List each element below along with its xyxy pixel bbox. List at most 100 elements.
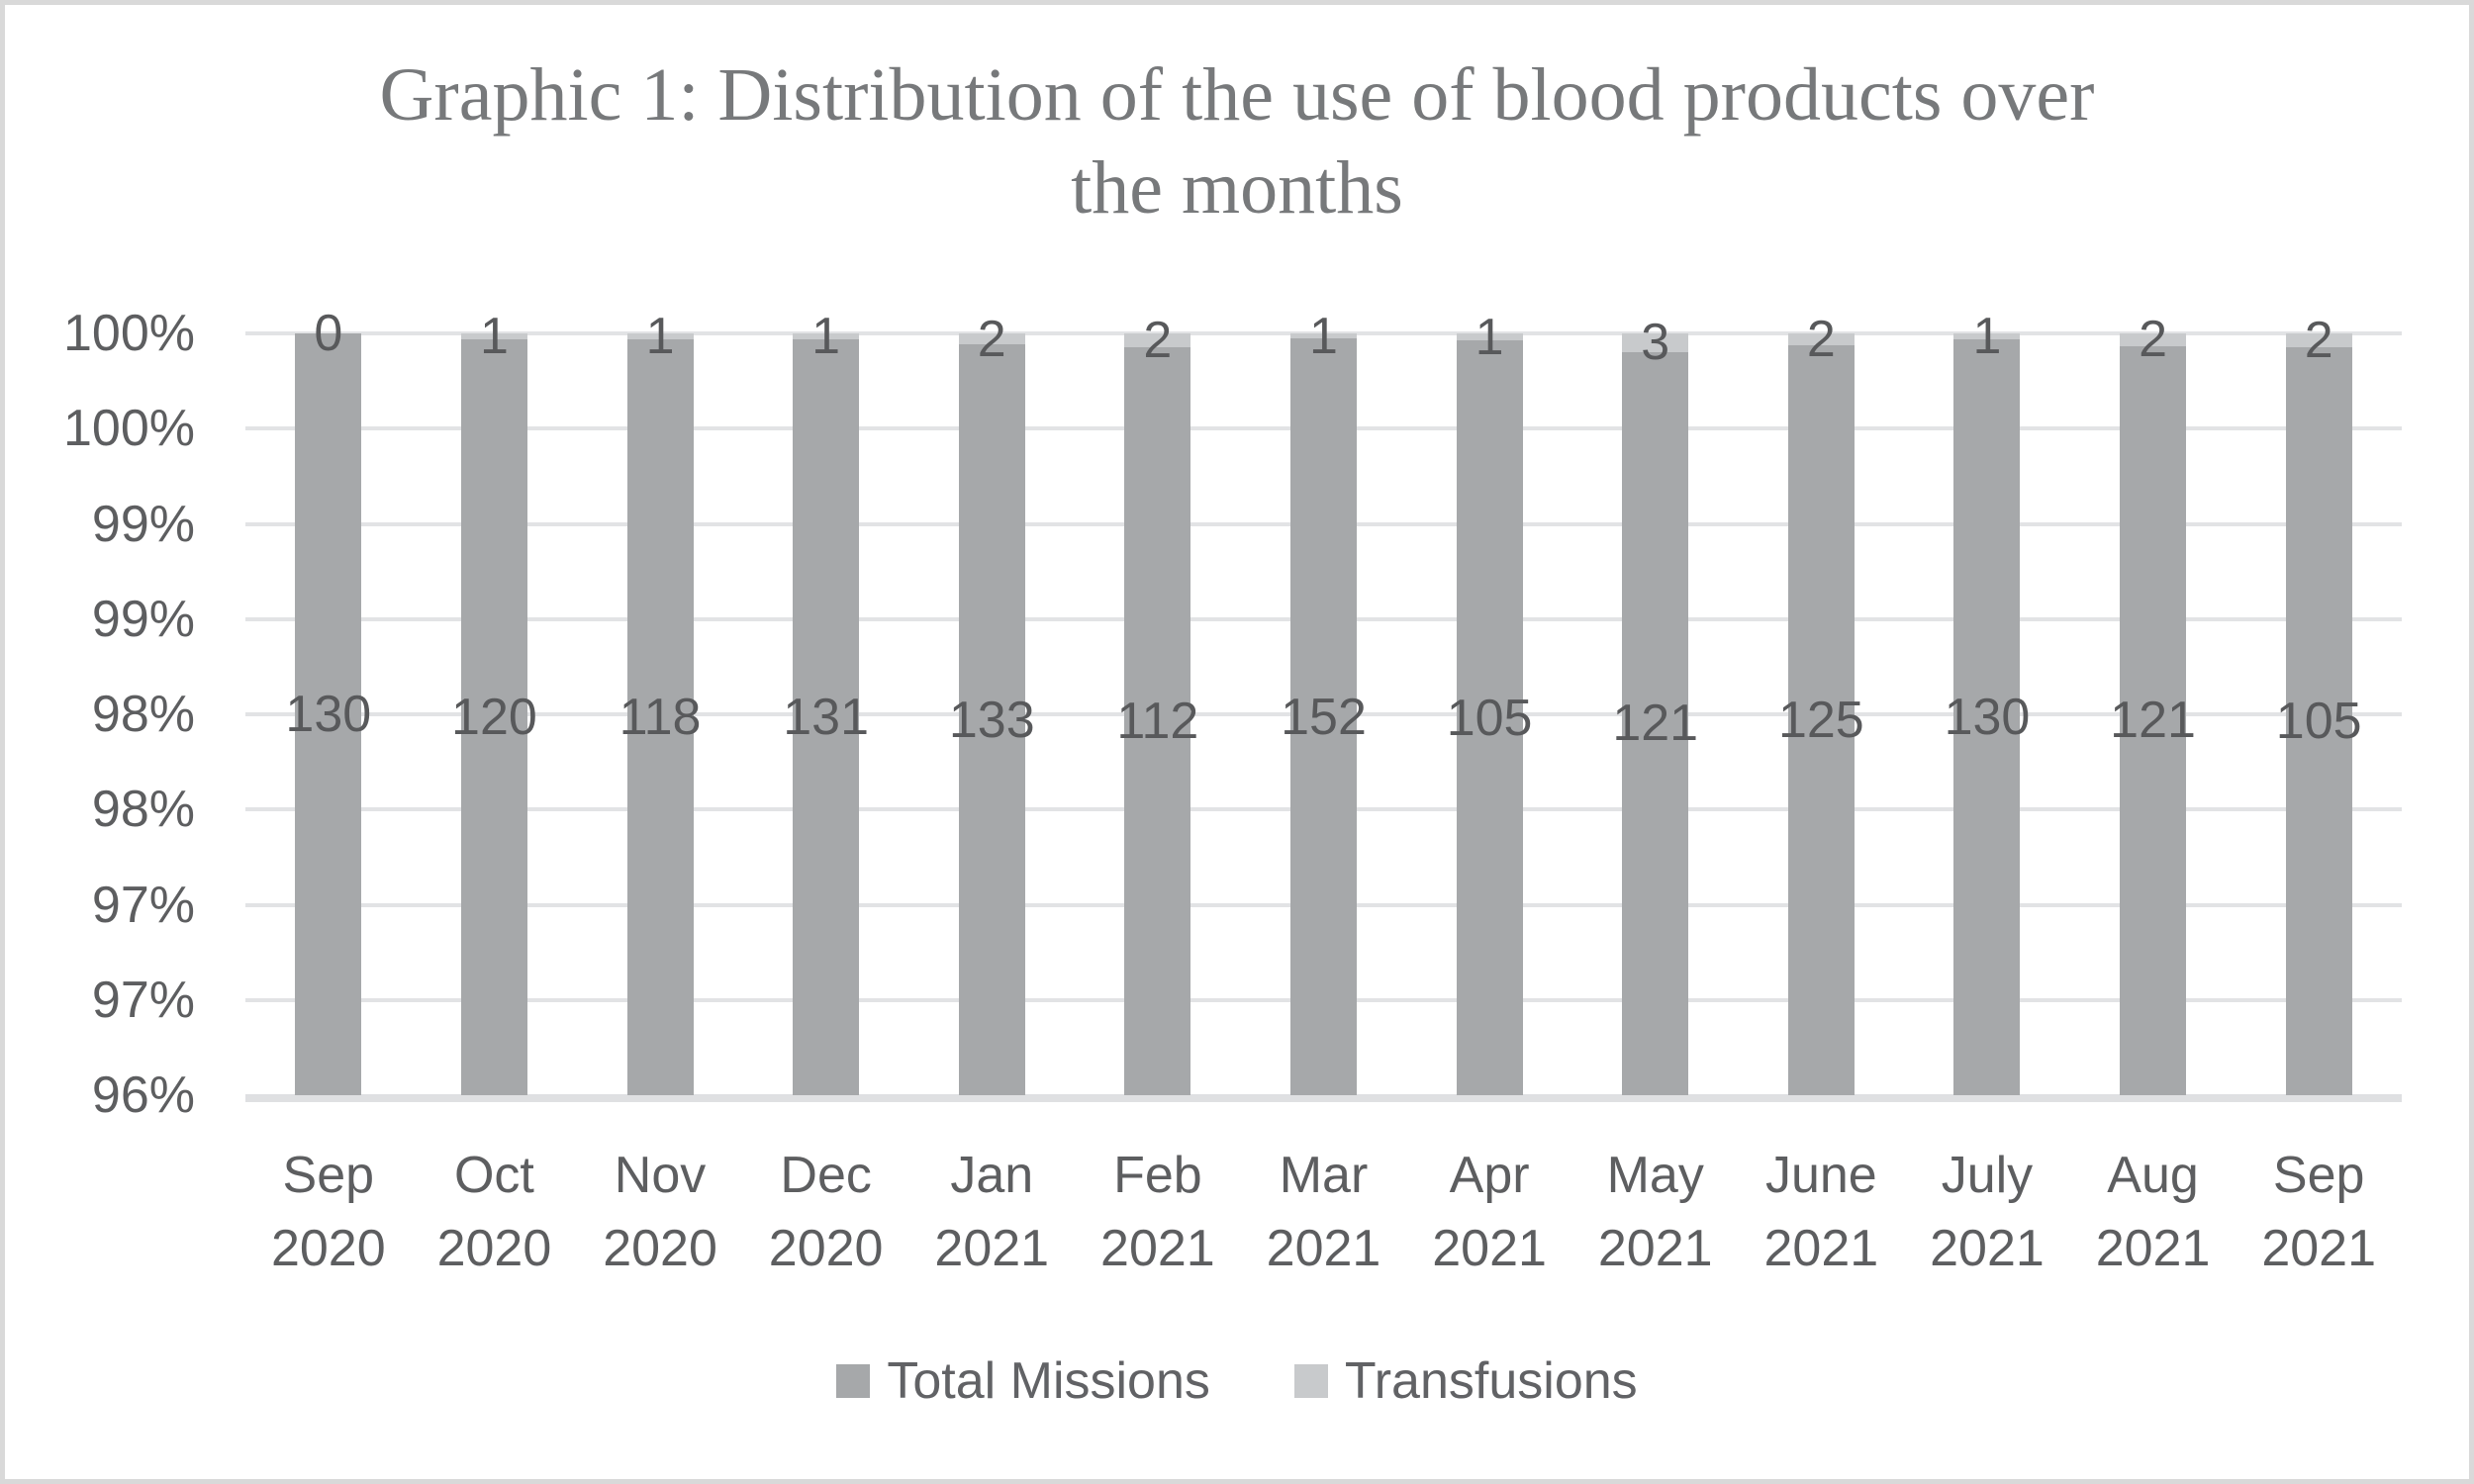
data-label-total-missions: 130 <box>285 686 372 743</box>
bar-segment-total-missions <box>793 338 860 1095</box>
bar-segment-total-missions <box>626 339 694 1095</box>
bar-segment-total-missions <box>1787 345 1855 1095</box>
x-axis-category-label: Oct 2020 <box>345 1139 642 1285</box>
legend-swatch-icon <box>836 1364 871 1398</box>
x-axis-month: Oct <box>453 1147 534 1204</box>
bar-segment-transfusions <box>1953 333 2021 339</box>
y-axis-tick-label: 99% <box>91 495 195 553</box>
bar-segment-total-missions <box>2120 345 2187 1095</box>
data-label-transfusions: 2 <box>1806 311 1836 369</box>
x-axis-year: 2021 <box>1930 1220 2045 1277</box>
x-axis-month: May <box>1606 1147 1704 1204</box>
x-axis-year: 2021 <box>2095 1220 2211 1277</box>
chart-title: Graphic 1: Distribution of the use of bl… <box>5 48 2469 234</box>
x-axis-year: 2020 <box>436 1220 552 1277</box>
x-axis-month: Sep <box>282 1147 375 1204</box>
data-label-transfusions: 2 <box>1143 311 1173 369</box>
x-axis-year: 2021 <box>1266 1220 1381 1277</box>
x-axis-month: Sep <box>2272 1147 2365 1204</box>
y-axis-tick-label: 97% <box>91 876 195 934</box>
legend-swatch-icon <box>1293 1364 1328 1398</box>
chart-title-line-1: Graphic 1: Distribution of the use of bl… <box>379 53 2095 137</box>
bar-segment-transfusions <box>1787 333 1855 346</box>
x-axis-year: 2020 <box>603 1220 717 1277</box>
x-axis-month: Feb <box>1113 1147 1202 1204</box>
y-axis-tick-label: 100% <box>63 305 195 362</box>
bar-segment-transfusions <box>2285 333 2352 348</box>
x-axis-month: July <box>1941 1147 2034 1204</box>
x-axis-month: Dec <box>780 1147 872 1204</box>
x-axis-year: 2021 <box>1597 1220 1713 1277</box>
x-axis-category-label: Dec 2020 <box>678 1139 975 1285</box>
data-label-total-missions: 133 <box>948 691 1035 749</box>
x-axis-category-label: Aug 2021 <box>2005 1139 2302 1285</box>
x-axis-category-label: July 2021 <box>1839 1139 2136 1285</box>
x-axis-category-label: May 2021 <box>1507 1139 1804 1285</box>
x-axis-category-label: Sep 2021 <box>2170 1139 2467 1285</box>
data-label-total-missions: 112 <box>1116 692 1199 750</box>
bar-segment-transfusions <box>2120 333 2187 346</box>
y-axis-tick-label: 100% <box>63 400 195 458</box>
x-axis-category-label: Mar 2021 <box>1176 1139 1473 1285</box>
data-label-total-missions: 131 <box>783 688 870 746</box>
x-axis-month: Nov <box>614 1147 707 1204</box>
x-axis-month: Apr <box>1449 1147 1530 1204</box>
x-axis-year: 2020 <box>768 1220 884 1277</box>
legend-label: Transfusions <box>1344 1352 1638 1410</box>
data-label-transfusions: 1 <box>1309 307 1338 365</box>
data-label-total-missions: 118 <box>618 689 702 747</box>
data-label-transfusions: 1 <box>1972 307 2002 365</box>
y-axis-tick-label: 97% <box>91 971 195 1029</box>
data-label-transfusions: 0 <box>314 305 343 362</box>
x-axis-category-label: Feb 2021 <box>1009 1139 1306 1285</box>
data-label-transfusions: 2 <box>977 310 1006 368</box>
legend-label: Total Missions <box>887 1352 1210 1410</box>
bar-segment-transfusions <box>460 333 527 340</box>
bar-segment-transfusions <box>1622 333 1689 352</box>
data-label-total-missions: 105 <box>1446 689 1533 747</box>
x-axis-month: Mar <box>1279 1147 1369 1204</box>
data-label-transfusions: 2 <box>2304 312 2333 370</box>
bar-segment-transfusions <box>626 333 694 340</box>
legend: Total Missions Transfusions <box>5 1353 2469 1409</box>
data-label-transfusions: 1 <box>1475 308 1504 366</box>
y-axis-tick-label: 98% <box>91 686 195 743</box>
bar-segment-total-missions <box>1622 351 1689 1095</box>
bar-segment-total-missions <box>1456 340 1523 1095</box>
x-axis-month: Jan <box>950 1147 1034 1204</box>
data-label-transfusions: 2 <box>2139 311 2168 369</box>
x-axis-category-label: Nov 2020 <box>512 1139 809 1285</box>
x-axis-category-label: June 2021 <box>1672 1139 1969 1285</box>
legend-item: Transfusions <box>1293 1352 1638 1410</box>
x-axis-category-label: Jan 2021 <box>843 1139 1140 1285</box>
y-axis-tick-label: 98% <box>91 781 195 839</box>
data-label-total-missions: 105 <box>2275 693 2362 751</box>
x-axis-month: Aug <box>2107 1147 2199 1204</box>
bar-segment-transfusions <box>958 333 1025 345</box>
x-axis-year: 2021 <box>934 1220 1050 1277</box>
x-axis-year: 2021 <box>1763 1220 1879 1277</box>
x-axis-year: 2021 <box>2261 1220 2377 1277</box>
x-axis-line <box>245 1094 2402 1102</box>
x-axis-year: 2021 <box>1432 1220 1547 1277</box>
bar-segment-transfusions <box>1290 333 1357 339</box>
data-label-total-missions: 121 <box>1612 695 1699 753</box>
data-label-total-missions: 130 <box>1944 688 2031 746</box>
bar-segment-total-missions <box>1953 338 2021 1095</box>
bar-segment-transfusions <box>1456 333 1523 341</box>
chart-title-line-2: the months <box>1071 146 1403 230</box>
data-label-transfusions: 1 <box>645 308 675 366</box>
bar-segment-total-missions <box>1290 338 1357 1095</box>
data-label-transfusions: 1 <box>479 308 509 366</box>
data-label-total-missions: 121 <box>2110 692 2196 750</box>
data-label-total-missions: 120 <box>451 689 537 747</box>
bar-segment-total-missions <box>958 344 1025 1095</box>
y-axis-tick-label: 99% <box>91 590 195 648</box>
x-axis-year: 2021 <box>1100 1220 1215 1277</box>
data-label-transfusions: 3 <box>1641 314 1670 372</box>
legend-item: Total Missions <box>836 1353 1210 1409</box>
bar-segment-total-missions <box>1124 346 1191 1095</box>
data-label-total-missions: 125 <box>1777 692 1864 750</box>
x-axis-category-label: Sep 2020 <box>180 1139 477 1285</box>
